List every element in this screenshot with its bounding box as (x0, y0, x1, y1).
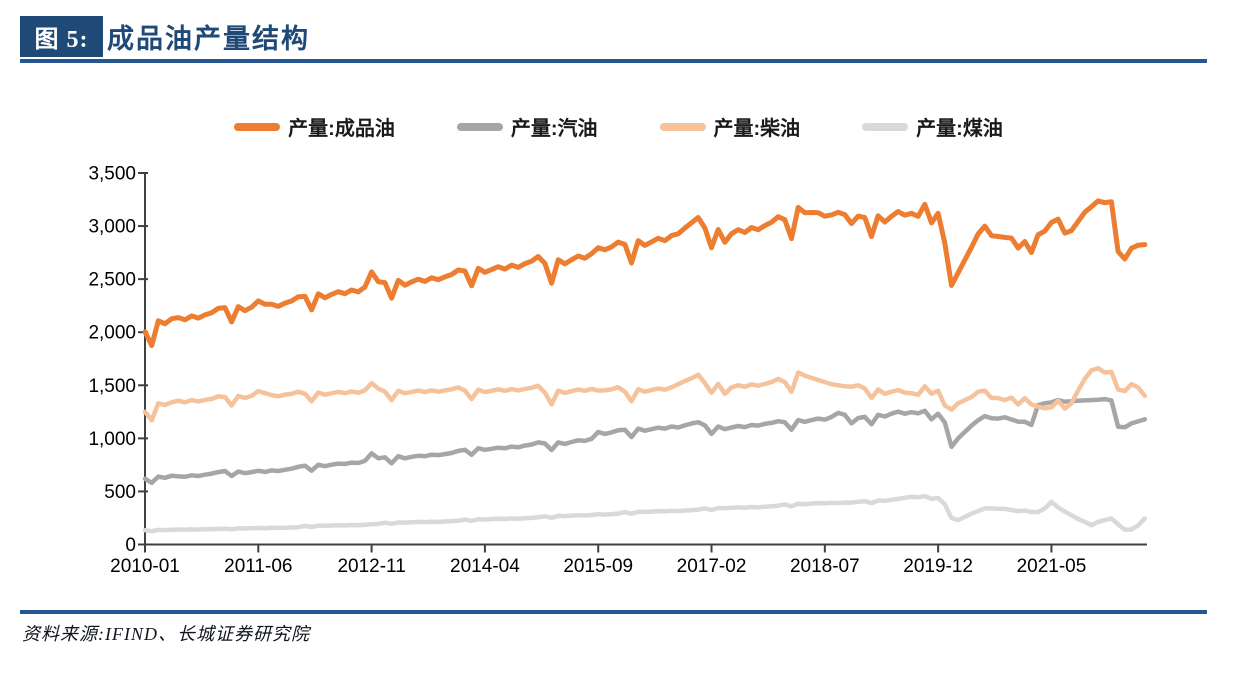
legend-swatch-diesel-icon (659, 122, 706, 131)
chart-legend: 产量:成品油 产量:汽油 产量:柴油 产量:煤油 (0, 112, 1237, 141)
legend-label: 产量:煤油 (916, 118, 1003, 140)
x-tick-label: 2021-05 (1017, 556, 1087, 577)
x-tick-label: 2014-04 (450, 556, 520, 577)
x-tick-label: 2012-11 (337, 556, 405, 577)
legend-swatch-kerosene-icon (862, 122, 909, 131)
x-tick-label: 2019-12 (903, 556, 973, 577)
legend-item-refined-oil: 产量:成品油 (234, 112, 395, 141)
legend-item-kerosene: 产量:煤油 (862, 112, 1003, 141)
legend-label: 产量:汽油 (510, 118, 598, 140)
x-tick-label: 2018-07 (790, 556, 860, 577)
legend-swatch-gasoline-icon (456, 122, 503, 131)
y-tick-label: 3,500 (88, 164, 136, 185)
series-line-1 (142, 396, 1148, 486)
figure-title: 成品油产量结构 (107, 24, 310, 54)
header-divider (20, 59, 1207, 63)
legend-item-gasoline: 产量:汽油 (456, 112, 598, 141)
x-tick-label: 2015-09 (563, 556, 633, 577)
figure-number-badge: 图 5: (20, 16, 103, 57)
legend-label: 产量:柴油 (713, 118, 801, 140)
y-tick-label: 2,000 (88, 323, 136, 344)
footer-divider (20, 610, 1207, 614)
legend-swatch-refined-oil-icon (234, 122, 281, 131)
line-chart: 0 500 1,000 1,500 2,000 2,500 3,000 3,500 2010-0… (88, 164, 1148, 577)
legend-label: 产量:成品油 (288, 118, 395, 140)
legend-item-diesel: 产量:柴油 (659, 112, 801, 141)
series-line-3 (142, 493, 1148, 534)
x-tick-label: 2017-02 (677, 556, 747, 577)
y-tick-label: 500 (104, 482, 136, 503)
x-tick-label: 2010-01 (110, 556, 180, 577)
y-tick-label: 3,000 (88, 217, 136, 238)
series-line-2 (142, 366, 1148, 423)
y-tick-label: 2,500 (88, 270, 136, 291)
y-tick-label: 1,500 (88, 376, 136, 397)
y-tick-label: 0 (125, 535, 136, 556)
source-note: 资料来源:IFIND、长城证券研究院 (22, 624, 310, 644)
y-tick-label: 1,000 (88, 429, 136, 450)
x-tick-label: 2011-06 (224, 556, 292, 577)
series-line-0 (142, 198, 1148, 348)
